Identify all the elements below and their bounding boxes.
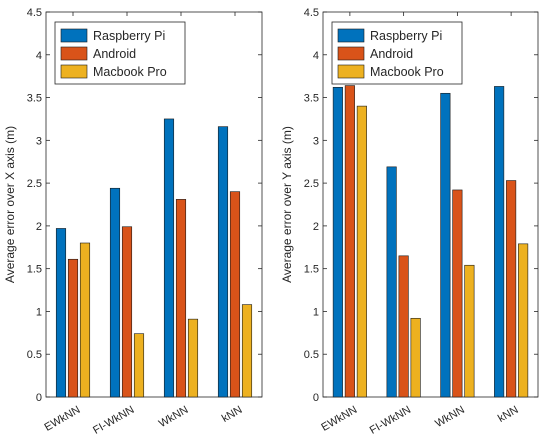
bar-EWkNN-Android: [344, 85, 355, 398]
x-tick-label: WkNN: [433, 404, 467, 430]
bar-kNN-Macbook-Pro: [241, 304, 253, 398]
y-tick-label: 3.5: [27, 93, 42, 105]
bar-kNN-Android: [506, 180, 517, 398]
legend-label: Android: [370, 47, 413, 61]
bar-FI-WkNN-Macbook-Pro: [133, 333, 145, 398]
y-tick-label: 4: [36, 50, 42, 62]
bar-WkNN-Macbook-Pro: [464, 264, 475, 398]
bar-WkNN-Raspberry-Pi: [163, 118, 175, 398]
legend: Raspberry Pi Android Macbook Pro: [54, 21, 186, 85]
legend-swatch: [60, 28, 88, 43]
legend-swatch: [337, 64, 365, 79]
bar-FI-WkNN-Raspberry-Pi: [109, 187, 121, 398]
bar-WkNN-Macbook-Pro: [187, 318, 199, 398]
x-tick-label: EWkNN: [42, 404, 82, 434]
y-axis-label: Average error over X axis (m): [3, 126, 17, 283]
bar-FI-WkNN-Android: [398, 255, 409, 398]
y-tick-label: 0: [36, 392, 42, 404]
bar-kNN-Raspberry-Pi: [494, 86, 505, 398]
y-tick-label: 4.5: [27, 7, 42, 19]
x-tick-label: FI-WkNN: [91, 404, 136, 437]
y-tick-label: 1: [36, 306, 42, 318]
y-tick-label: 1.5: [304, 264, 319, 276]
bar-kNN-Macbook-Pro: [518, 243, 529, 398]
y-tick-label: 0: [313, 392, 319, 404]
legend-swatch: [60, 64, 88, 79]
y-tick-label: 3.5: [304, 93, 319, 105]
bar-FI-WkNN-Android: [121, 226, 133, 398]
legend-swatch: [337, 28, 365, 43]
y-tick-label: 0.5: [304, 349, 319, 361]
legend-swatch: [60, 46, 88, 61]
legend-label: Android: [93, 47, 136, 61]
legend-label: Raspberry Pi: [93, 29, 165, 43]
bar-kNN-Android: [229, 191, 241, 398]
bar-EWkNN-Raspberry-Pi: [55, 228, 67, 398]
x-tick-label: kNN: [496, 404, 521, 425]
y-tick-label: 2: [313, 221, 319, 233]
x-tick-label: FI-WkNN: [368, 404, 413, 437]
y-tick-label: 2.5: [27, 178, 42, 190]
bar-WkNN-Android: [175, 199, 187, 398]
y-tick-label: 4.5: [304, 7, 319, 19]
bar-WkNN-Android: [452, 189, 463, 398]
bar-EWkNN-Raspberry-Pi: [332, 86, 343, 398]
y-tick-label: 4: [313, 50, 319, 62]
legend-label: Macbook Pro: [93, 65, 167, 79]
bar-FI-WkNN-Raspberry-Pi: [386, 166, 397, 398]
x-tick-label: EWkNN: [319, 404, 359, 434]
y-tick-label: 3: [36, 135, 42, 147]
bar-EWkNN-Macbook-Pro: [356, 105, 367, 398]
y-tick-label: 1.5: [27, 264, 42, 276]
y-tick-label: 2: [36, 221, 42, 233]
y-tick-label: 0.5: [27, 349, 42, 361]
y-tick-label: 3: [313, 135, 319, 147]
legend-swatch: [337, 46, 365, 61]
bar-kNN-Raspberry-Pi: [217, 126, 229, 398]
y-tick-label: 2.5: [304, 178, 319, 190]
y-tick-label: 1: [313, 306, 319, 318]
chart-y-error: 0 0.5 1 1.5 2 2.5 3 3.5 4 4.5 Average error over Y…: [280, 7, 539, 437]
x-tick-label: kNN: [220, 404, 245, 425]
legend: Raspberry Pi Android Macbook Pro: [331, 21, 463, 85]
bar-WkNN-Raspberry-Pi: [440, 92, 451, 398]
bar-EWkNN-Macbook-Pro: [79, 242, 91, 398]
bar-FI-WkNN-Macbook-Pro: [410, 317, 421, 398]
bar-EWkNN-Android: [67, 258, 79, 398]
y-axis-label: Average error over Y axis (m): [280, 126, 294, 283]
chart-x-error: 0 0.5 1 1.5 2 2.5 3 3.5 4 4.5 Average error over X…: [3, 7, 263, 437]
legend-label: Raspberry Pi: [370, 29, 442, 43]
legend-label: Macbook Pro: [370, 65, 444, 79]
x-tick-label: WkNN: [157, 404, 191, 430]
